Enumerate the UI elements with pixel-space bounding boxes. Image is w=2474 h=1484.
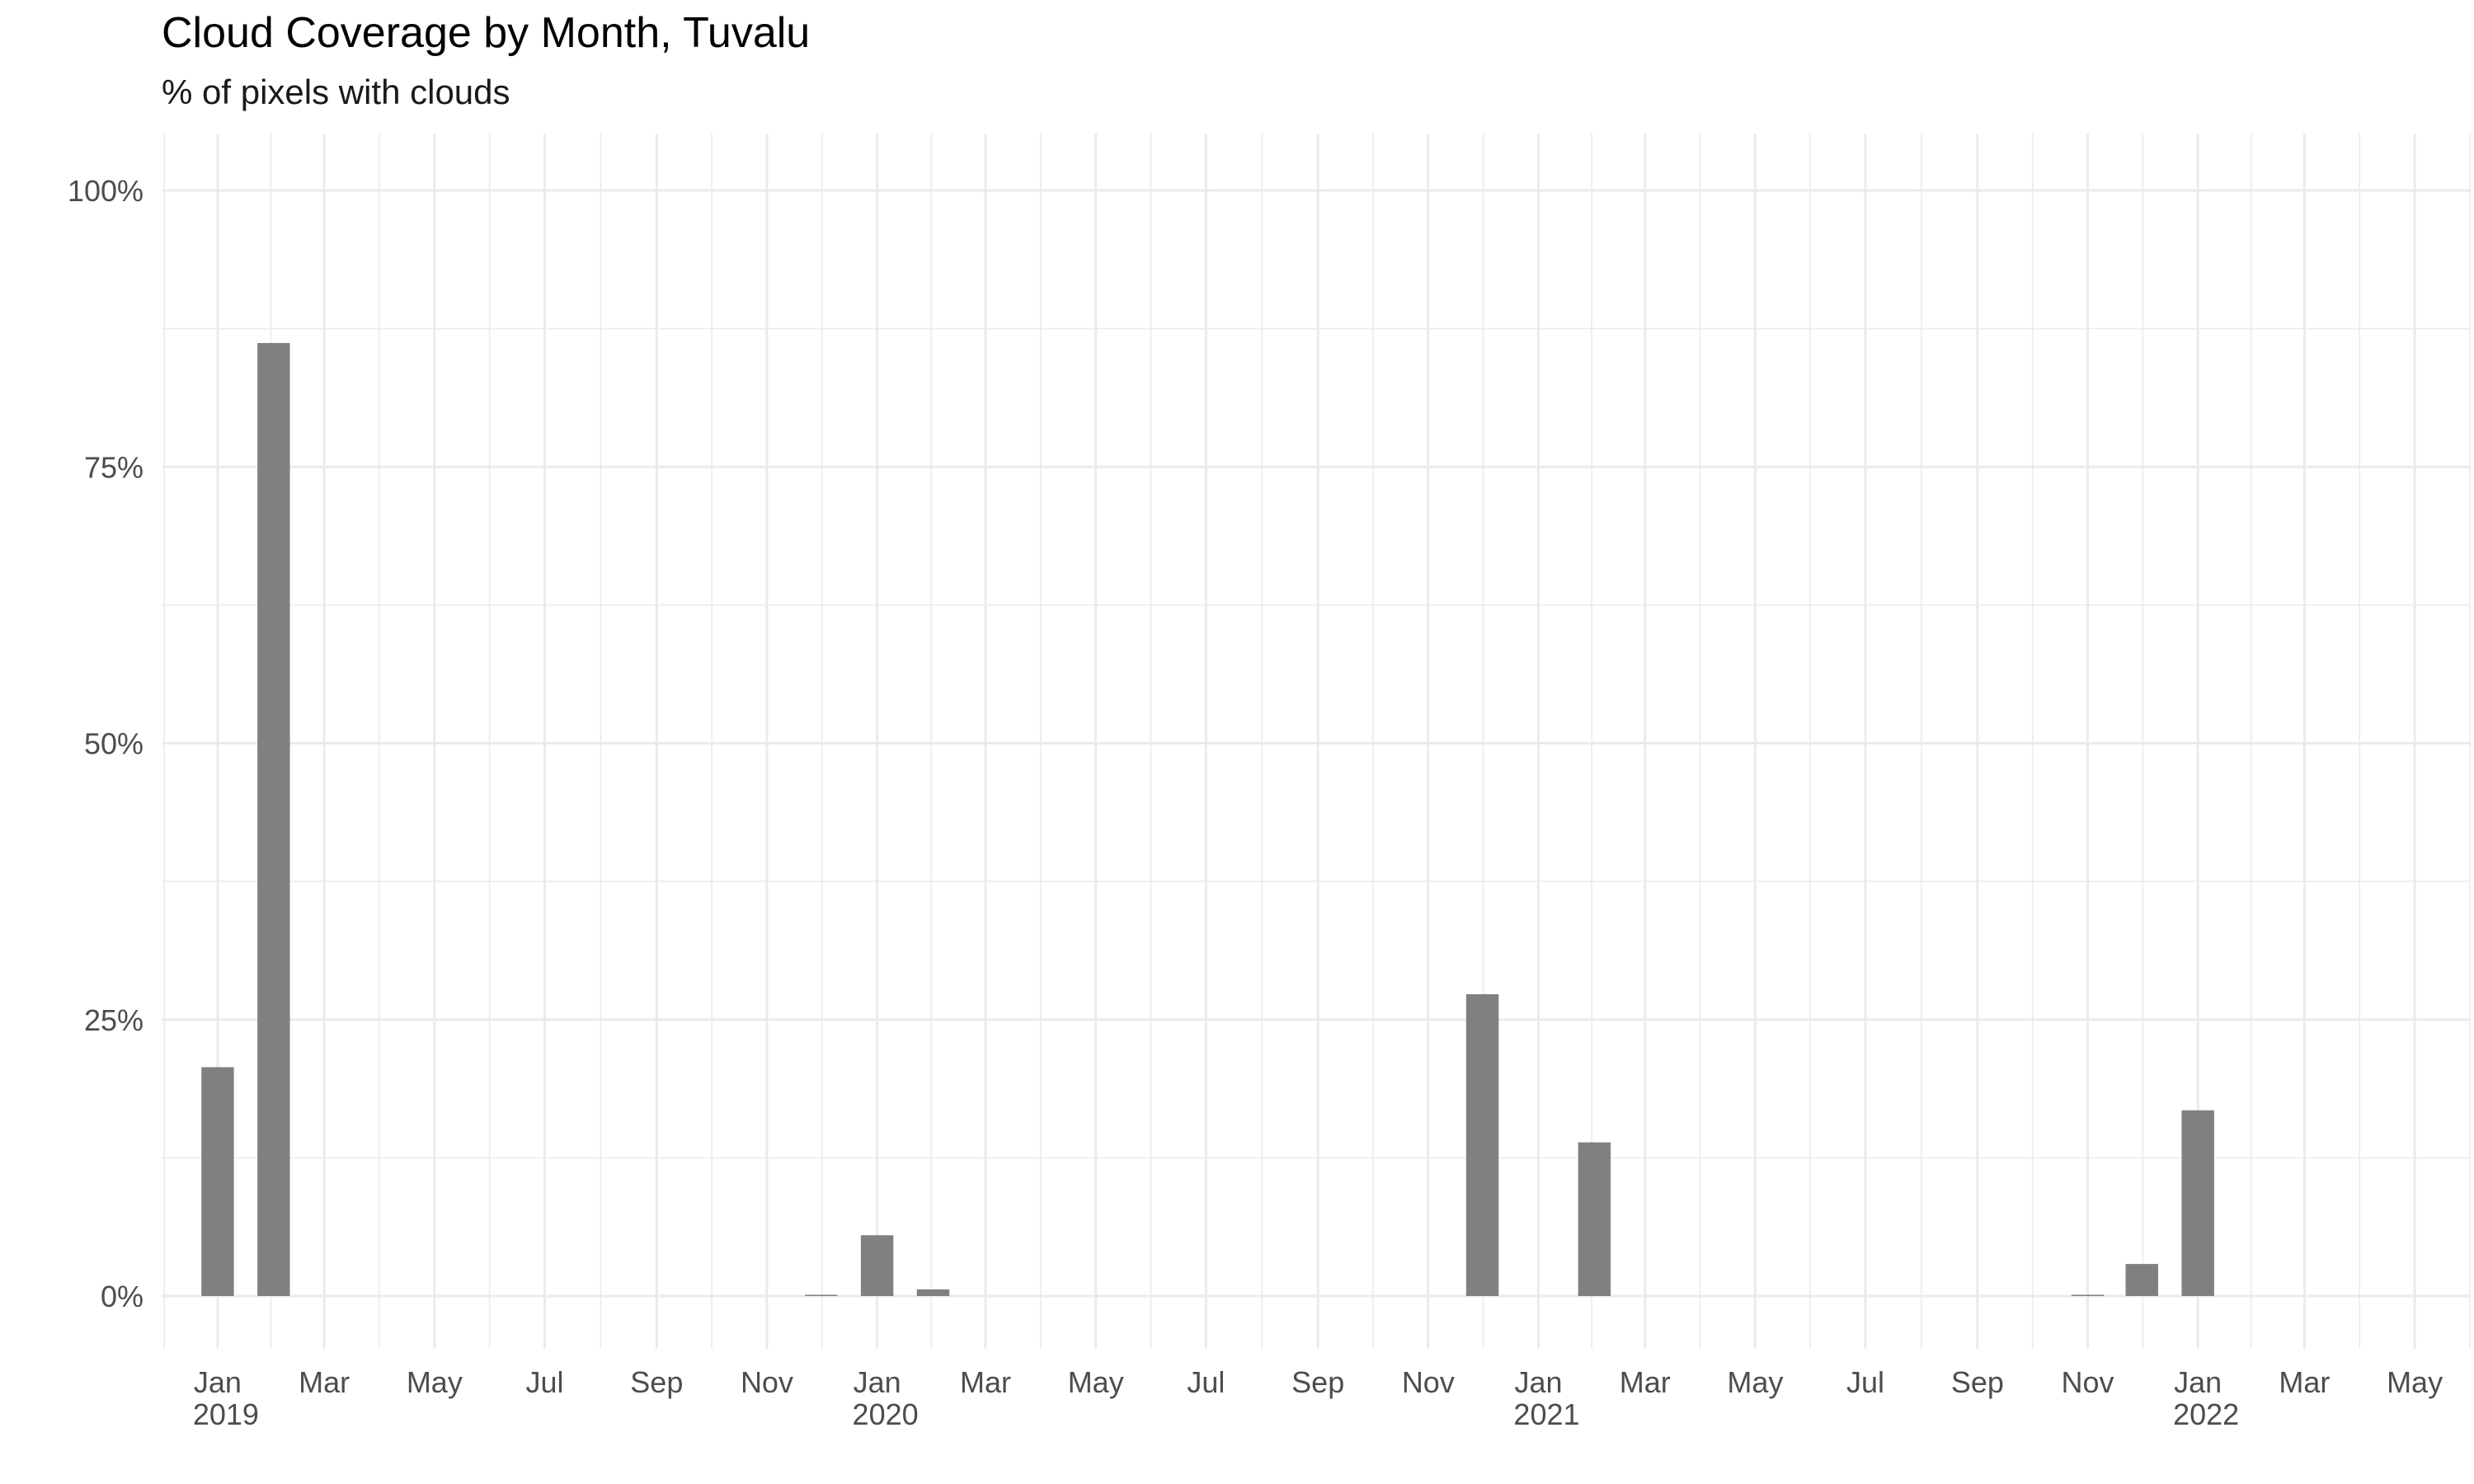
x-tick-label: Nov	[2062, 1365, 2114, 1399]
bars	[201, 343, 2214, 1297]
y-tick-label: 0%	[101, 1280, 143, 1313]
bar	[1465, 993, 1499, 1296]
bar	[2125, 1264, 2158, 1296]
x-tick-label: May	[1727, 1365, 1783, 1399]
x-tick-label: Mar	[2279, 1365, 2330, 1399]
x-tick-label: Sep	[1291, 1365, 1344, 1399]
x-tick-label: Nov	[741, 1365, 793, 1399]
y-tick-label: 75%	[84, 450, 143, 484]
grid-lines	[162, 134, 2471, 1349]
x-tick-label: Mar	[1620, 1365, 1671, 1399]
x-tick-year-label: 2022	[2173, 1397, 2239, 1431]
x-tick-label: Nov	[1402, 1365, 1455, 1399]
bar	[2071, 1294, 2105, 1296]
x-tick-label: Jul	[525, 1365, 563, 1399]
bar	[2181, 1110, 2214, 1296]
y-tick-label: 100%	[68, 174, 143, 208]
x-tick-label: May	[1068, 1365, 1124, 1399]
chart-subtitle: % of pixels with clouds	[162, 73, 510, 111]
bar	[916, 1289, 950, 1296]
chart-title: Cloud Coverage by Month, Tuvalu	[162, 9, 811, 57]
x-tick-label: Sep	[1951, 1365, 2004, 1399]
x-tick-label: Jan	[854, 1365, 901, 1399]
x-tick-label: May	[407, 1365, 463, 1399]
x-tick-label: Jan	[2174, 1365, 2222, 1399]
x-tick-year-label: 2019	[193, 1397, 259, 1431]
bar	[257, 343, 290, 1297]
bar	[1578, 1142, 1611, 1296]
bar	[804, 1294, 838, 1296]
x-tick-label: Sep	[630, 1365, 683, 1399]
x-tick-label: Jan	[1514, 1365, 1562, 1399]
y-tick-label: 50%	[84, 727, 143, 761]
x-tick-label: Jul	[1846, 1365, 1884, 1399]
x-tick-label: Mar	[960, 1365, 1011, 1399]
x-tick-year-label: 2020	[853, 1397, 919, 1431]
bar	[201, 1067, 234, 1296]
y-tick-label: 25%	[84, 1003, 143, 1037]
x-tick-label: Jan	[194, 1365, 242, 1399]
x-tick-label: May	[2387, 1365, 2443, 1399]
x-tick-label: Mar	[299, 1365, 350, 1399]
x-tick-year-label: 2021	[1513, 1397, 1579, 1431]
x-tick-label: Jul	[1187, 1365, 1225, 1399]
bar	[860, 1235, 894, 1296]
